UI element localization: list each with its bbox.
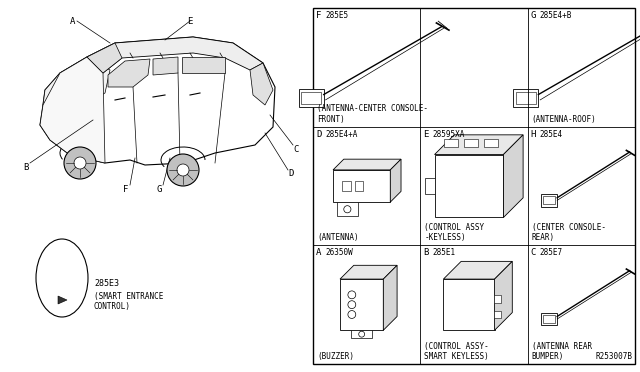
Text: G: G	[156, 185, 162, 193]
Bar	[58, 287, 61, 290]
Text: (ANTENNA REAR
BUMPER): (ANTENNA REAR BUMPER)	[532, 341, 592, 361]
Polygon shape	[40, 37, 275, 165]
Circle shape	[177, 164, 189, 176]
Text: (ANTENNA-CENTER CONSOLE-
FRONT): (ANTENNA-CENTER CONSOLE- FRONT)	[317, 104, 428, 124]
Text: (SMART ENTRANCE
CONTROL): (SMART ENTRANCE CONTROL)	[94, 292, 163, 311]
Text: B: B	[23, 163, 29, 171]
Text: D: D	[288, 170, 294, 179]
Polygon shape	[153, 57, 178, 75]
Text: (BUZZER): (BUZZER)	[317, 352, 354, 361]
Polygon shape	[43, 57, 110, 120]
Text: B: B	[423, 248, 429, 257]
Bar	[337, 202, 358, 217]
Circle shape	[344, 206, 351, 213]
Polygon shape	[435, 135, 523, 154]
Bar	[464, 139, 478, 147]
Text: A: A	[316, 248, 321, 257]
Bar	[53, 250, 71, 262]
Bar	[59, 257, 65, 260]
Circle shape	[74, 157, 86, 169]
Polygon shape	[40, 57, 105, 163]
Polygon shape	[87, 37, 263, 73]
Bar	[541, 312, 557, 326]
Bar	[541, 194, 557, 207]
Circle shape	[64, 147, 96, 179]
Polygon shape	[390, 159, 401, 202]
Bar	[543, 196, 555, 204]
Text: 285E4: 285E4	[540, 130, 563, 139]
Polygon shape	[58, 296, 67, 304]
Polygon shape	[383, 265, 397, 330]
Bar	[301, 92, 321, 105]
Ellipse shape	[36, 239, 88, 317]
Text: F: F	[316, 11, 321, 20]
Text: 285E5: 285E5	[325, 11, 348, 20]
Circle shape	[167, 154, 199, 186]
Bar	[425, 178, 435, 194]
Bar	[444, 139, 458, 147]
Circle shape	[348, 301, 356, 309]
Bar	[333, 170, 390, 202]
Circle shape	[348, 311, 356, 318]
Polygon shape	[87, 43, 122, 73]
Bar	[351, 330, 372, 338]
Text: (CONTROL ASSY-
SMART KEYLESS): (CONTROL ASSY- SMART KEYLESS)	[424, 341, 489, 361]
Text: E: E	[423, 130, 429, 139]
Bar	[543, 315, 555, 323]
Text: 285E4+A: 285E4+A	[325, 130, 357, 139]
Bar	[63, 283, 67, 286]
Polygon shape	[340, 265, 397, 279]
Bar	[58, 283, 61, 286]
Bar	[444, 279, 495, 330]
Bar	[355, 181, 364, 191]
Bar	[493, 295, 502, 303]
Polygon shape	[333, 159, 401, 170]
Bar	[313, 8, 635, 364]
Circle shape	[358, 331, 365, 337]
Text: D: D	[316, 130, 321, 139]
Text: G: G	[531, 11, 536, 20]
Text: (CENTER CONSOLE-
REAR): (CENTER CONSOLE- REAR)	[532, 223, 605, 242]
Text: 285E4+B: 285E4+B	[540, 11, 572, 20]
Bar	[53, 294, 71, 306]
Bar	[493, 311, 502, 318]
Polygon shape	[495, 262, 512, 330]
Bar	[340, 279, 383, 330]
Text: 28595XA: 28595XA	[433, 130, 465, 139]
Text: 285E7: 285E7	[540, 248, 563, 257]
Text: R253007B: R253007B	[595, 352, 632, 361]
Bar	[435, 154, 504, 218]
Polygon shape	[108, 59, 150, 87]
Text: 285E3: 285E3	[94, 279, 119, 288]
Bar	[63, 268, 67, 272]
Bar	[513, 89, 538, 107]
Circle shape	[348, 291, 356, 299]
Text: (CONTROL ASSY
-KEYLESS): (CONTROL ASSY -KEYLESS)	[424, 223, 484, 242]
Polygon shape	[250, 63, 273, 105]
Bar	[484, 139, 497, 147]
Bar	[57, 268, 61, 272]
Bar	[63, 287, 67, 290]
Bar	[52, 279, 72, 291]
Polygon shape	[444, 262, 512, 279]
Text: 285E1: 285E1	[433, 248, 456, 257]
Polygon shape	[504, 135, 523, 218]
Text: C: C	[293, 144, 299, 154]
Polygon shape	[182, 57, 225, 73]
Text: F: F	[124, 185, 129, 193]
Bar	[53, 265, 71, 275]
Text: (ANTENNA): (ANTENNA)	[317, 233, 358, 242]
Bar	[342, 181, 351, 191]
Bar	[299, 89, 324, 107]
Text: E: E	[188, 16, 193, 26]
Text: C: C	[531, 248, 536, 257]
Bar	[516, 92, 536, 105]
Text: A: A	[70, 16, 76, 26]
Text: H: H	[531, 130, 536, 139]
Text: 26350W: 26350W	[325, 248, 353, 257]
Text: (ANTENNA-ROOF): (ANTENNA-ROOF)	[532, 115, 596, 124]
